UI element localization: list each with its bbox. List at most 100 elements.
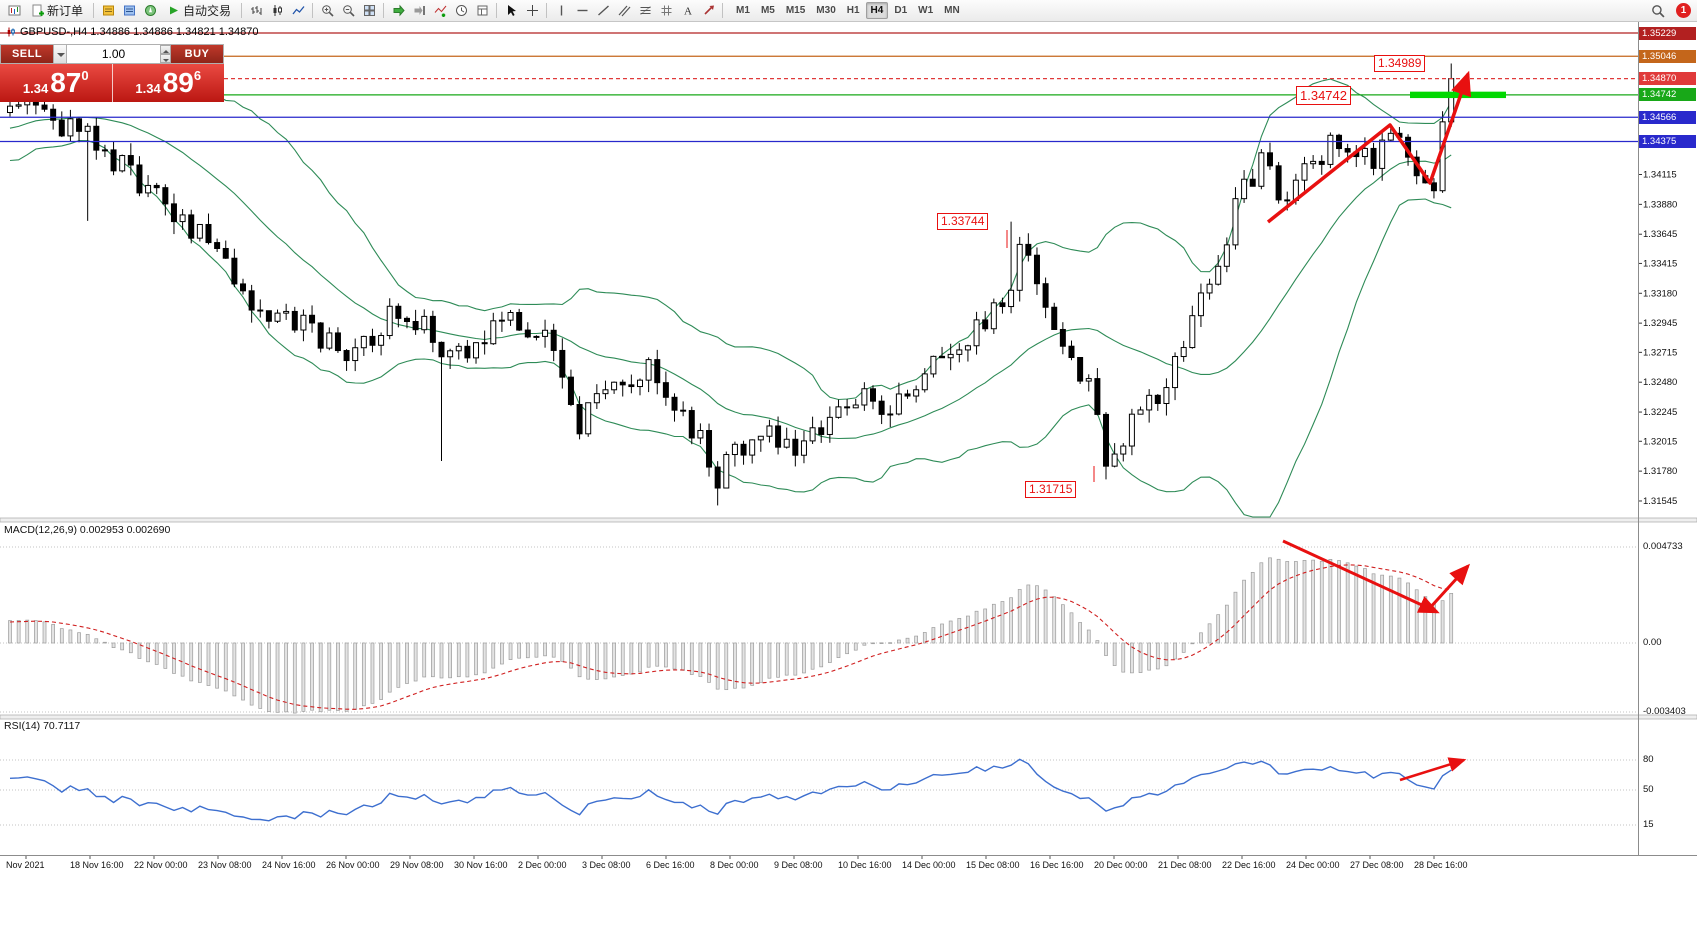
line-chart-icon[interactable] [288,1,308,20]
chart-window-icon[interactable] [4,1,24,20]
timeframe-button-mn[interactable]: MN [944,5,960,16]
panel-separators[interactable] [0,22,1697,856]
timeframe-button-h1[interactable]: H1 [846,5,860,16]
rsi-axis-50: 50 [1643,784,1654,795]
rsi-axis-80: 80 [1643,754,1654,765]
annotation-swing-high[interactable]: 1.33744 [937,213,989,230]
arrows-icon[interactable] [698,1,718,20]
crosshair-icon[interactable] [522,1,542,20]
trendline-icon[interactable] [593,1,613,20]
market-watch-icon[interactable] [98,1,118,20]
timeframe-button-m15[interactable]: M15 [785,5,806,16]
price-tick: 1.33415 [1643,258,1677,269]
trade-panel-prices: 1.34 87 0 1.34 89 6 [0,64,224,102]
time-label: 9 Dec 08:00 [774,860,823,870]
chart-symbol-icon [7,27,15,37]
tile-windows-icon[interactable] [359,1,379,20]
notification-badge[interactable]: 1 [1676,3,1691,18]
horizontal-line-icon[interactable] [572,1,592,20]
timeframe-button-d1[interactable]: D1 [894,5,908,16]
time-label: 6 Dec 16:00 [646,860,695,870]
time-label: 22 Nov 00:00 [134,860,188,870]
grid-icon[interactable] [656,1,676,20]
templates-icon[interactable] [472,1,492,20]
time-label: 28 Dec 16:00 [1414,860,1468,870]
time-label: 20 Dec 00:00 [1094,860,1148,870]
volume-up-button[interactable] [160,45,171,54]
toolbar-separator [383,3,385,18]
bar-chart-icon[interactable] [246,1,266,20]
chart-shift-icon[interactable] [409,1,429,20]
data-window-icon[interactable] [119,1,139,20]
timeframe-button-m1[interactable]: M1 [736,5,750,16]
time-label: 21 Dec 08:00 [1158,860,1212,870]
chart-canvas[interactable]: 1.34115 1.33880 1.33645 1.33415 1.33180 1.329… [0,22,1697,943]
toolbar-right-group: 1 [1648,1,1693,20]
price-tick: 1.32015 [1643,436,1677,447]
price-tick: 1.32715 [1643,347,1677,358]
navigator-icon[interactable] [140,1,160,20]
chart-ohlc-text: GBPUSD-,H4 1.34886 1.34886 1.34821 1.348… [20,26,259,38]
equidistant-channel-icon[interactable] [614,1,634,20]
trend-arrows[interactable] [1006,70,1472,782]
volume-steppers [160,45,171,63]
macd-axis-max: 0.004733 [1643,541,1683,552]
cursor-icon[interactable] [501,1,521,20]
timeframe-button-h4[interactable]: H4 [865,2,889,19]
axes-and-grid: 1.34115 1.33880 1.33645 1.33415 1.33180 1.329… [0,170,1677,870]
time-label: 22 Dec 16:00 [1222,860,1276,870]
zoom-out-icon[interactable] [338,1,358,20]
toolbar-separator [546,3,548,18]
timeframe-button-w1[interactable]: W1 [918,5,934,16]
text-icon[interactable]: A [677,1,697,20]
price-tick: 1.33880 [1643,199,1677,210]
one-click-trading-panel: SELL BUY 1.34 87 0 1.34 89 6 [0,44,224,102]
fibonacci-icon[interactable] [635,1,655,20]
candlestick-ch-icon[interactable] [267,1,287,20]
time-label: 26 Nov 00:00 [326,860,380,870]
annotation-high-target[interactable]: 1.34989 [1374,55,1426,72]
auto-trading-label: 自动交易 [183,4,232,18]
sell-price-button[interactable]: 1.34 87 0 [0,64,113,102]
periods-icon[interactable] [451,1,471,20]
annotation-swing-low[interactable]: 1.31715 [1025,481,1077,498]
vertical-line-icon[interactable] [551,1,571,20]
sell-button[interactable]: SELL [1,45,53,63]
toolbar-separator [496,3,498,18]
timeframe-button-m30[interactable]: M30 [816,5,836,16]
toolbar-separator [312,3,314,18]
auto-scroll-icon[interactable] [388,1,408,20]
time-label: 23 Nov 08:00 [198,860,252,870]
candlesticks [7,63,1455,506]
time-label: 8 Dec 00:00 [710,860,759,870]
time-label: 18 Nov 16:00 [70,860,124,870]
time-label: 27 Dec 08:00 [1350,860,1404,870]
buy-button[interactable]: BUY [171,45,223,63]
time-label: 30 Nov 16:00 [454,860,508,870]
volume-dropdown-button[interactable] [53,45,67,63]
new-order-button[interactable]: 新订单 [25,1,89,20]
volume-down-button[interactable] [160,54,171,63]
search-icon[interactable] [1648,1,1668,20]
buy-price-sup: 6 [193,68,202,83]
volume-input[interactable] [67,45,171,63]
trade-panel-controls: SELL BUY [0,44,224,64]
horizontal-level-lines[interactable] [0,32,1638,143]
price-tick: 1.32245 [1643,407,1677,418]
buy-price-button[interactable]: 1.34 89 6 [112,64,224,102]
time-label: 3 Dec 08:00 [582,860,631,870]
timeframe-button-m5[interactable]: M5 [760,5,775,16]
annotation-support-level[interactable]: 1.34742 [1296,86,1351,105]
new-order-label: 新订单 [47,4,84,18]
price-tick: 1.34115 [1643,170,1677,181]
sell-price-sup: 0 [81,68,89,83]
time-label: 2 Dec 00:00 [518,860,567,870]
time-label: 24 Dec 00:00 [1286,860,1340,870]
auto-trading-button[interactable]: 自动交易 [161,1,237,20]
toolbar: 新订单 自动交易 [0,0,1697,22]
add-indicator-icon[interactable] [430,1,450,20]
macd-label: MACD(12,26,9) 0.002953 0.002690 [4,524,171,536]
zoom-in-icon[interactable] [317,1,337,20]
toolbar-separator [93,3,95,18]
